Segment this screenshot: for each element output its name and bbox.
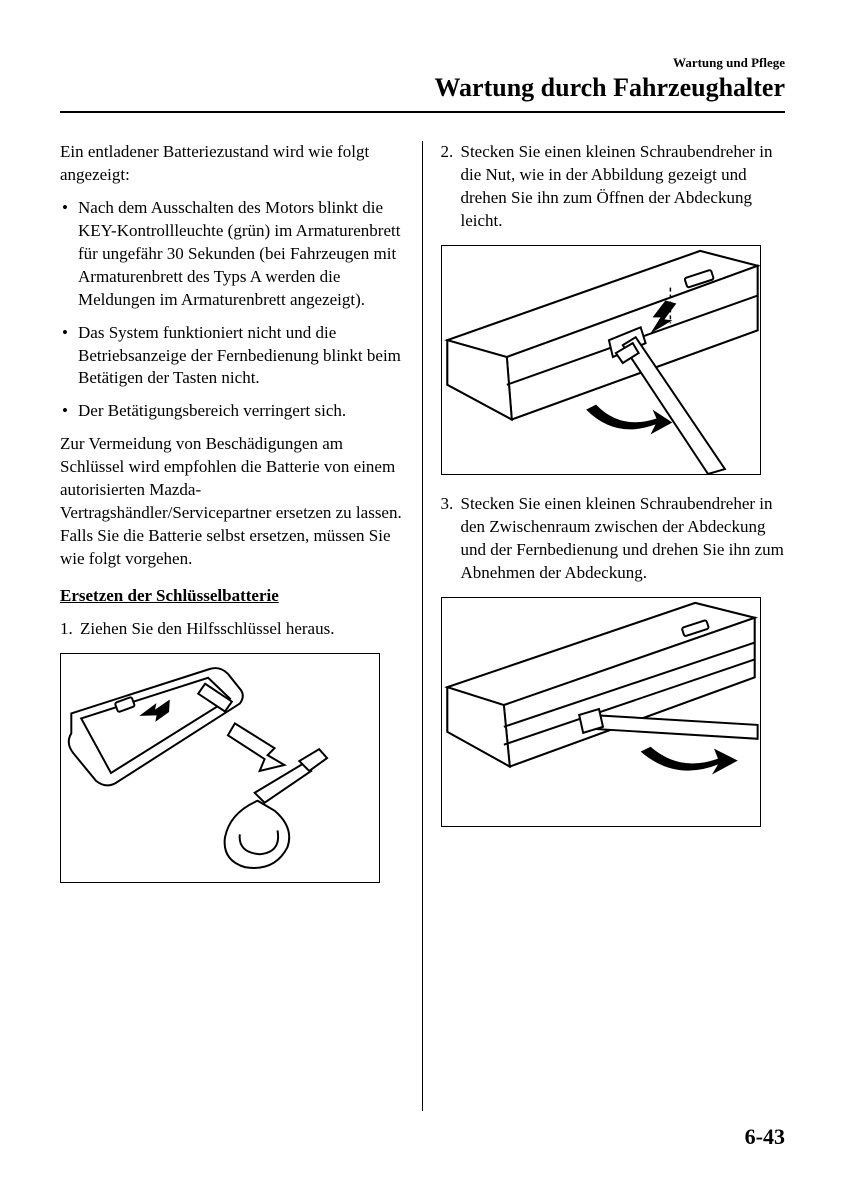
- left-column: Ein entladener Batteriezustand wird wie …: [60, 141, 423, 1111]
- key-removal-diagram-icon: [61, 654, 379, 882]
- step-3: 3. Stecken Sie einen kleinen Schraubendr…: [461, 493, 786, 585]
- bullet-list: Nach dem Ausschalten des Motors blinkt d…: [60, 197, 404, 423]
- subheading: Ersetzen der Schlüsselbatterie: [60, 585, 404, 608]
- step-text: Stecken Sie einen kleinen Schraubendrehe…: [461, 494, 784, 582]
- advice-text: Zur Vermeidung von Beschädigungen am Sch…: [60, 433, 404, 571]
- step-number: 2.: [441, 141, 454, 164]
- content-columns: Ein entladener Batteriezustand wird wie …: [60, 141, 785, 1111]
- bullet-item: Der Betätigungsbereich verringert sich.: [78, 400, 404, 423]
- steps-right-2: 3. Stecken Sie einen kleinen Schraubendr…: [441, 493, 786, 585]
- steps-right: 2. Stecken Sie einen kleinen Schraubendr…: [441, 141, 786, 233]
- page-number: 6-43: [745, 1124, 785, 1150]
- intro-text: Ein entladener Batteriezustand wird wie …: [60, 141, 404, 187]
- figure-2: [441, 245, 761, 475]
- bullet-item: Das System funktioniert nicht und die Be…: [78, 322, 404, 391]
- header-title: Wartung durch Fahrzeughalter: [60, 73, 785, 103]
- figure-1: [60, 653, 380, 883]
- step-number: 1.: [60, 618, 73, 641]
- page-header: Wartung und Pflege Wartung durch Fahrzeu…: [60, 55, 785, 103]
- header-rule: [60, 111, 785, 113]
- bullet-item: Nach dem Ausschalten des Motors blinkt d…: [78, 197, 404, 312]
- screwdriver-groove-diagram-icon: [442, 246, 760, 474]
- screwdriver-cover-diagram-icon: [442, 598, 760, 826]
- step-1: 1. Ziehen Sie den Hilfsschlüssel heraus.: [80, 618, 404, 641]
- step-number: 3.: [441, 493, 454, 516]
- step-text: Stecken Sie einen kleinen Schraubendrehe…: [461, 142, 773, 230]
- header-section: Wartung und Pflege: [60, 55, 785, 71]
- right-column: 2. Stecken Sie einen kleinen Schraubendr…: [423, 141, 786, 1111]
- steps-left: 1. Ziehen Sie den Hilfsschlüssel heraus.: [60, 618, 404, 641]
- step-2: 2. Stecken Sie einen kleinen Schraubendr…: [461, 141, 786, 233]
- step-text: Ziehen Sie den Hilfsschlüssel heraus.: [80, 619, 334, 638]
- figure-3: [441, 597, 761, 827]
